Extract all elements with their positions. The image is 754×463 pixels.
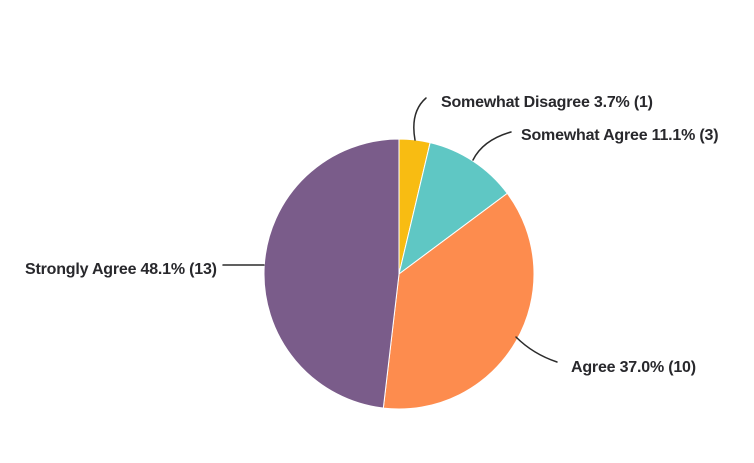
pie-slice-strongly-agree (263, 138, 400, 409)
pie-slice-agree (382, 192, 535, 410)
leader-agree (515, 336, 558, 363)
slice-label-strongly-agree: Strongly Agree 48.1% (13) (25, 261, 217, 278)
slice-label-agree: Agree 37.0% (10) (571, 359, 696, 376)
slice-label-somewhat-disagree: Somewhat Disagree 3.7% (1) (441, 94, 653, 111)
pie-slices (263, 138, 535, 410)
slice-label-somewhat-agree: Somewhat Agree 11.1% (3) (521, 127, 719, 144)
leader-somewhat-disagree (413, 97, 427, 141)
leader-lines (222, 97, 558, 363)
leader-somewhat-agree (472, 131, 512, 161)
pie-slice-somewhat-agree (398, 142, 508, 276)
